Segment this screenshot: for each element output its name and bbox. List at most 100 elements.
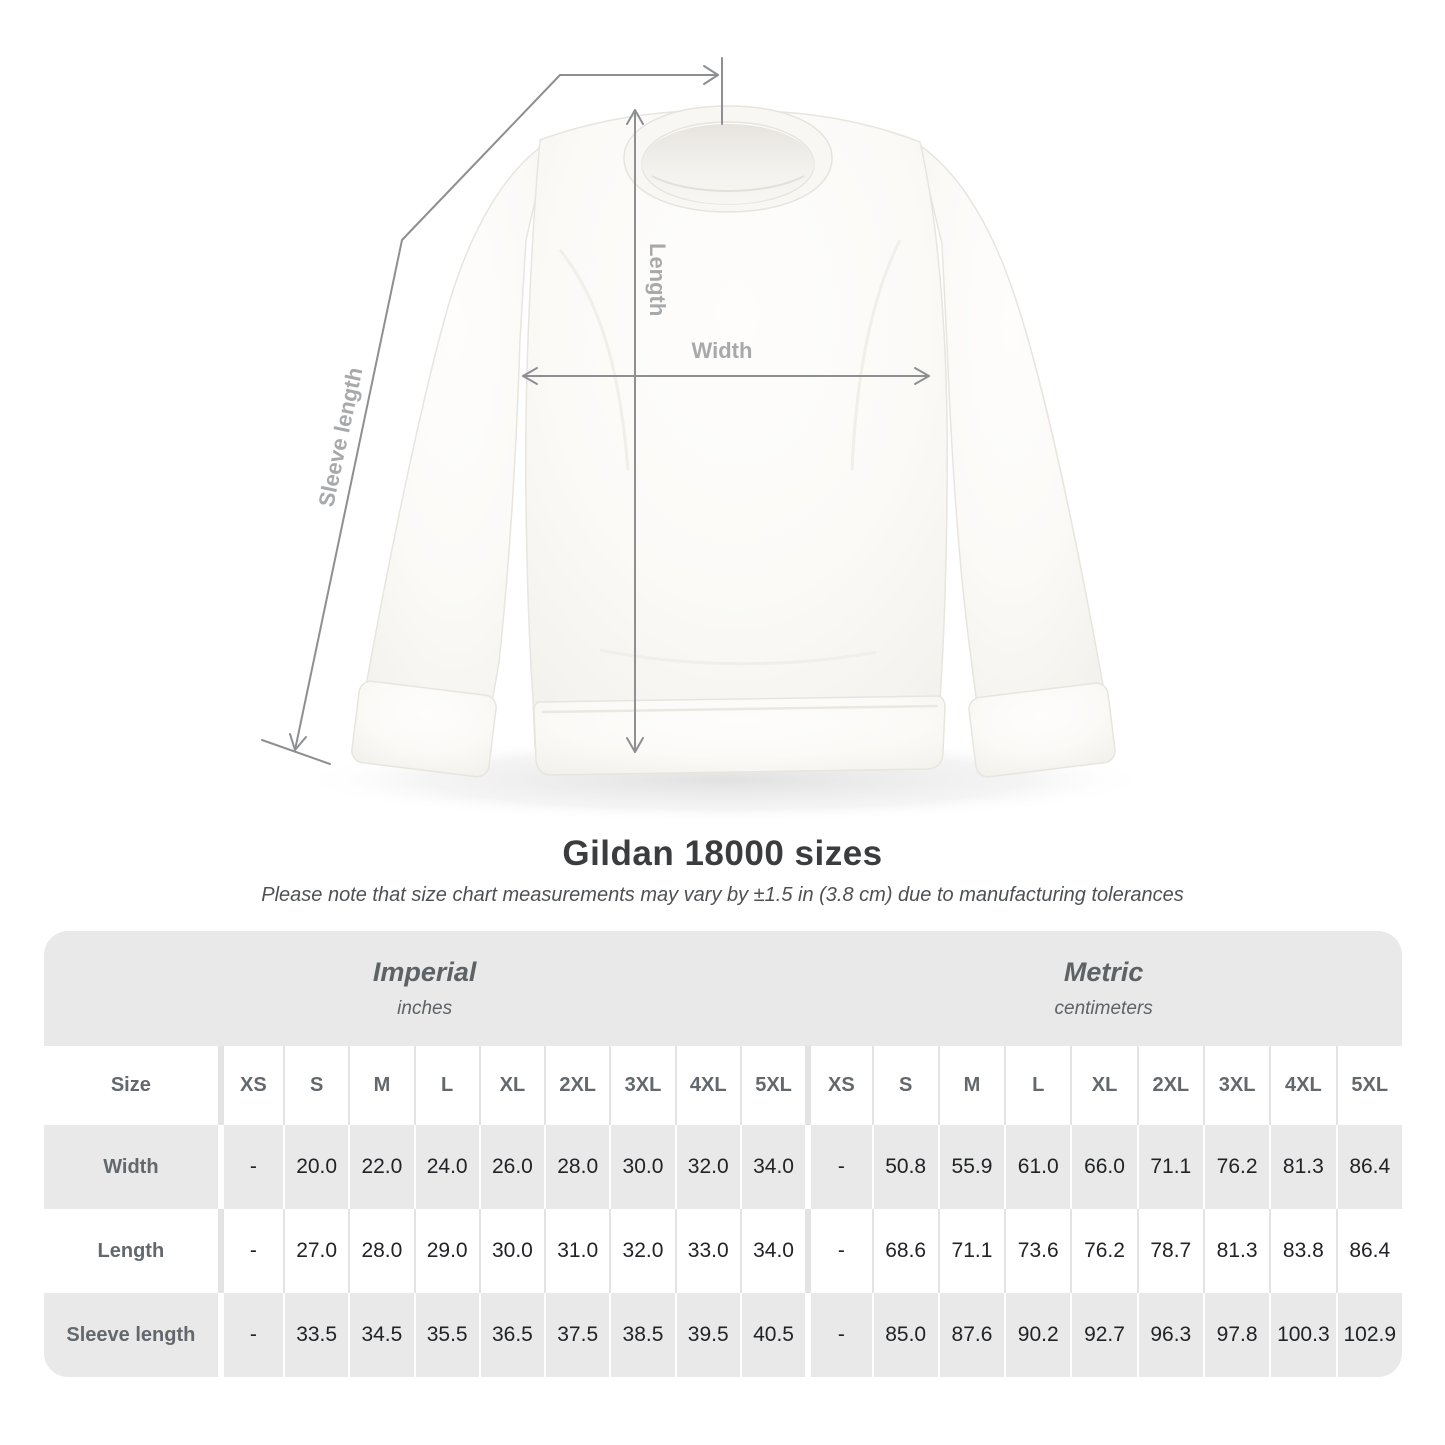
size-header: XS	[217, 1046, 283, 1125]
tolerance-note: Please note that size chart measurements…	[261, 884, 1184, 906]
value-cell: 97.8	[1202, 1293, 1270, 1377]
value-cell: 73.6	[1004, 1209, 1071, 1293]
value-cell: 29.0	[413, 1209, 479, 1293]
sleeve-arrow-right	[703, 65, 719, 85]
value-cell: 34.0	[739, 1125, 806, 1209]
value-cell: 35.5	[413, 1293, 479, 1377]
value-cell: -	[217, 1293, 283, 1377]
length-arrow-up	[626, 109, 644, 125]
row-label: Width	[44, 1125, 218, 1209]
metric-header: Metric centimeters	[805, 931, 1402, 1046]
value-cell: 28.0	[348, 1209, 414, 1293]
sweatshirt-figure: Width Length Sleeve length	[261, 57, 1155, 822]
value-cell: 83.8	[1269, 1209, 1336, 1293]
value-cell: 37.5	[544, 1293, 610, 1377]
value-cell: -	[217, 1125, 283, 1209]
row-label: Sleeve length	[44, 1293, 218, 1377]
value-cell: 55.9	[937, 1125, 1005, 1209]
value-cell: 30.0	[478, 1209, 545, 1293]
sleeve-diagonal-line	[294, 74, 561, 751]
collar-opening	[642, 124, 814, 204]
value-cell: -	[805, 1293, 872, 1377]
metric-label: Metric	[1063, 957, 1144, 987]
sleeve-end-tick	[261, 739, 331, 765]
size-header: XL	[1070, 1046, 1137, 1125]
size-header: L	[413, 1046, 479, 1125]
size-header: 4XL	[674, 1046, 740, 1125]
length-label: Length	[645, 243, 670, 316]
width-label: Width	[692, 338, 753, 363]
value-cell: 20.0	[283, 1125, 349, 1209]
value-cell: 90.2	[1004, 1293, 1071, 1377]
measurement-lines	[261, 57, 930, 765]
value-cell: 38.5	[609, 1293, 675, 1377]
unit-header-row: Imperial inches Metric centimeters	[44, 931, 1402, 1046]
value-cell: 100.3	[1269, 1293, 1336, 1377]
length-row: Length - 27.0 28.0 29.0 30.0 31.0 32.0 3…	[44, 1209, 1402, 1293]
value-cell: 22.0	[348, 1125, 414, 1209]
value-cell: 33.5	[283, 1293, 349, 1377]
value-cell: 26.0	[478, 1125, 545, 1209]
width-arrow-left	[522, 367, 538, 385]
value-cell: 71.1	[1136, 1125, 1203, 1209]
value-cell: 81.3	[1269, 1125, 1336, 1209]
hem-seam	[541, 704, 939, 714]
value-cell: -	[805, 1209, 872, 1293]
size-header: M	[937, 1046, 1005, 1125]
value-cell: 78.7	[1136, 1209, 1203, 1293]
value-cell: 28.0	[544, 1125, 610, 1209]
imperial-label: Imperial	[372, 957, 477, 987]
collar-inner-seam	[651, 175, 805, 192]
value-cell: 50.8	[871, 1125, 938, 1209]
sleeve-arrow-end	[289, 733, 307, 751]
width-row: Width - 20.0 22.0 24.0 26.0 28.0 30.0 32…	[44, 1125, 1402, 1209]
left-sleeve	[359, 139, 551, 733]
size-header: 2XL	[544, 1046, 610, 1125]
value-cell: 27.0	[283, 1209, 349, 1293]
size-header: 5XL	[739, 1046, 806, 1125]
value-cell: 61.0	[1004, 1125, 1071, 1209]
value-cell: 102.9	[1335, 1293, 1402, 1377]
size-table: Imperial inches Metric centimeters Size …	[44, 931, 1402, 1377]
value-cell: 86.4	[1335, 1125, 1402, 1209]
value-cell: 30.0	[609, 1125, 675, 1209]
value-cell: 32.0	[609, 1209, 675, 1293]
imperial-sublabel: inches	[397, 998, 453, 1019]
imperial-header: Imperial inches	[44, 931, 806, 1046]
value-cell: 24.0	[413, 1125, 479, 1209]
value-cell: 71.1	[937, 1209, 1005, 1293]
value-cell: 31.0	[544, 1209, 610, 1293]
size-header: 2XL	[1136, 1046, 1203, 1125]
value-cell: -	[805, 1125, 872, 1209]
value-cell: 32.0	[674, 1125, 740, 1209]
size-header-row: Size XS S M L XL 2XL 3XL 4XL 5XL XS S M …	[44, 1046, 1402, 1125]
value-cell: 36.5	[478, 1293, 545, 1377]
value-cell: 85.0	[871, 1293, 938, 1377]
value-cell: 66.0	[1070, 1125, 1137, 1209]
left-cuff	[351, 680, 497, 778]
value-cell: 81.3	[1202, 1209, 1270, 1293]
value-cell: 34.0	[739, 1209, 806, 1293]
size-header: 4XL	[1269, 1046, 1336, 1125]
value-cell: 92.7	[1070, 1293, 1137, 1377]
value-cell: 39.5	[674, 1293, 740, 1377]
length-arrow-down	[626, 737, 644, 753]
size-header: XS	[805, 1046, 872, 1125]
value-cell: -	[217, 1209, 283, 1293]
sleeve-length-row: Sleeve length - 33.5 34.5 35.5 36.5 37.5…	[44, 1293, 1402, 1377]
right-cuff	[968, 682, 1116, 778]
value-cell: 40.5	[739, 1293, 806, 1377]
sweatshirt-diagram: Width Length Sleeve length	[261, 57, 1155, 822]
size-header: 5XL	[1335, 1046, 1402, 1125]
size-header: XL	[478, 1046, 545, 1125]
value-cell: 34.5	[348, 1293, 414, 1377]
row-label: Length	[44, 1209, 218, 1293]
size-column-label: Size	[44, 1046, 218, 1125]
size-header: S	[871, 1046, 938, 1125]
size-header: 3XL	[1202, 1046, 1270, 1125]
value-cell: 86.4	[1335, 1209, 1402, 1293]
value-cell: 33.0	[674, 1209, 740, 1293]
value-cell: 76.2	[1070, 1209, 1137, 1293]
value-cell: 96.3	[1136, 1293, 1203, 1377]
page-title: Gildan 18000 sizes	[562, 834, 883, 873]
